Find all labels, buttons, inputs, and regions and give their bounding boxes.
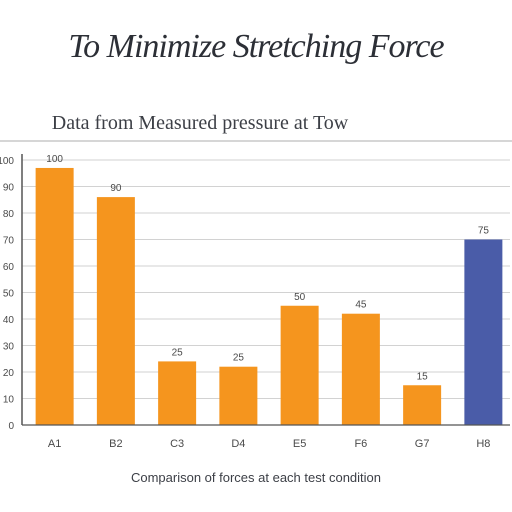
y-tick-label: 70 [3,236,15,247]
bar [35,167,74,425]
x-tick-label: A1 [48,438,61,450]
bar [158,361,197,425]
bar-value-label: 100 [46,154,63,165]
x-tick-label: H8 [476,438,490,450]
title-divider [0,140,512,142]
x-tick-label: C3 [170,438,184,450]
bar-value-label: 50 [294,292,306,303]
bar-value-label: 45 [355,300,367,311]
y-tick-label: 50 [3,289,15,300]
x-tick-label: E5 [293,438,306,450]
y-tick-label: 100 [0,156,14,167]
x-tick-label: B2 [109,438,122,450]
y-tick-label: 20 [3,368,15,379]
x-tick-label: F6 [354,438,367,450]
bar [464,239,503,425]
bar-value-label: 75 [478,226,490,237]
axes: 0 10 20 30 40 50 60 70 80 90 100 A1 B2 C3 D4 E5 F6 G7 H8 [0,154,510,450]
bar-value-label: 90 [110,183,122,194]
bar-value-label: 15 [417,371,429,382]
bar-value-label: 25 [233,353,245,364]
y-tick-label: 60 [3,262,15,273]
chart-subtitle: Data from Measured pressure at Tow [51,112,349,134]
y-tick-label: 80 [3,209,15,220]
y-tick-label: 0 [8,421,14,432]
chart-footer-note: Comparison of forces at each test condit… [130,470,382,485]
bar [96,197,135,425]
y-tick-label: 30 [3,342,15,353]
y-tick-label: 90 [3,183,15,194]
y-tick-label: 40 [3,315,15,326]
bars [35,167,503,425]
chart-title: To Minimize Stretching Force [68,28,444,65]
x-tick-label: D4 [231,438,245,450]
y-tick-label: 10 [3,395,15,406]
bar [219,366,258,425]
bar [280,305,319,425]
x-tick-label: G7 [415,438,430,450]
bar [341,313,380,425]
bar [403,385,442,425]
data-labels: 100 90 25 25 50 45 15 75 [46,154,489,382]
bar-value-label: 25 [172,347,184,358]
